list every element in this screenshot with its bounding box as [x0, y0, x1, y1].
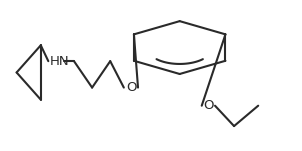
- Text: O: O: [126, 81, 137, 94]
- Text: O: O: [203, 99, 214, 112]
- Text: HN: HN: [50, 55, 69, 68]
